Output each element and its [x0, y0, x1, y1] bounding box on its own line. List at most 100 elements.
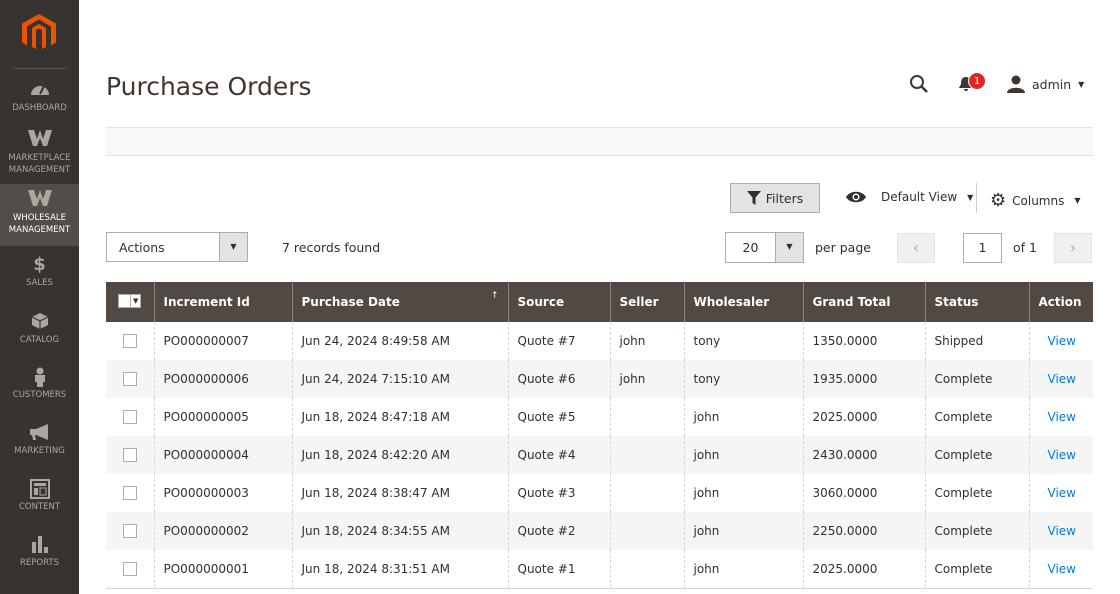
column-header-status[interactable]: Status: [924, 282, 1029, 322]
row-checkbox[interactable]: [122, 486, 137, 501]
cell-value: PO000000006: [163, 372, 249, 386]
cell-seller: john: [609, 322, 684, 360]
view-link[interactable]: View: [1047, 334, 1076, 348]
columns-button[interactable]: ⚙ Columns ▼: [990, 190, 1081, 211]
megaphone-icon: [0, 423, 79, 443]
user-menu[interactable]: admin ▼: [1007, 75, 1084, 93]
sidebar-item-dashboard[interactable]: DASHBOARD: [0, 80, 79, 114]
cell-action: View: [1028, 436, 1093, 474]
cell-seller: [609, 550, 684, 588]
column-header-increment-id[interactable]: Increment Id: [153, 282, 292, 322]
cell-value: Complete: [934, 410, 993, 424]
column-header-wholesaler[interactable]: Wholesaler: [683, 282, 803, 322]
column-header-label: Seller: [619, 295, 659, 309]
sidebar-item-marketing[interactable]: MARKETING: [0, 423, 79, 457]
cell-increment-id: PO000000002: [153, 512, 292, 550]
cell-purchase-date: Jun 18, 2024 8:38:47 AM: [291, 474, 508, 512]
sidebar-item-label: CUSTOMERS: [12, 390, 67, 400]
search-icon[interactable]: [909, 74, 929, 97]
gear-icon: ⚙: [990, 190, 1007, 211]
magento-logo[interactable]: [22, 14, 56, 55]
mass-select-checkbox[interactable]: ▼: [106, 282, 154, 322]
notifications-button[interactable]: 1: [958, 72, 986, 96]
cell-value: Complete: [934, 486, 993, 500]
sidebar-item-label: MARKETPLACE MANAGEMENT: [8, 153, 71, 175]
cell-value: john: [693, 448, 720, 462]
filters-label: Filters: [765, 190, 804, 206]
sidebar-item-marketplace-management[interactable]: MARKETPLACE MANAGEMENT: [0, 130, 79, 176]
sidebar-item-catalog[interactable]: CATALOG: [0, 312, 79, 346]
row-checkbox[interactable]: [122, 334, 137, 349]
cell-source: Quote #2: [507, 512, 610, 550]
sidebar-item-sales[interactable]: $ SALES: [0, 255, 79, 289]
table-row: PO000000001 Jun 18, 2024 8:31:51 AM Quote …: [106, 550, 1093, 588]
sidebar-item-customers[interactable]: CUSTOMERS: [0, 367, 79, 401]
per-page-value: 20: [742, 240, 759, 255]
per-page-select[interactable]: 20 ▼: [725, 232, 804, 263]
w-icon: [0, 190, 79, 210]
cell-wholesaler: john: [683, 398, 803, 436]
cell-value: 2025.0000: [812, 410, 878, 424]
column-header-label: Increment Id: [163, 295, 250, 309]
cell-value: Jun 18, 2024 8:34:55 AM: [301, 524, 450, 538]
sidebar-item-label: REPORTS: [20, 558, 59, 568]
cell-value: tony: [693, 334, 721, 348]
view-link[interactable]: View: [1047, 448, 1076, 462]
cell-source: Quote #3: [507, 474, 610, 512]
cell-value: Shipped: [934, 334, 984, 348]
cell-value: PO000000005: [163, 410, 249, 424]
column-header-label: Source: [517, 295, 565, 309]
row-checkbox[interactable]: [122, 410, 137, 425]
cell-increment-id: PO000000004: [153, 436, 292, 474]
filters-button[interactable]: Filters: [730, 183, 820, 213]
view-link[interactable]: View: [1047, 524, 1076, 538]
sidebar-item-label: CONTENT: [18, 502, 61, 512]
sidebar: DASHBOARD MARKETPLACE MANAGEMENT WHOLESALE…: [0, 0, 79, 594]
column-header-label: Wholesaler: [693, 295, 770, 309]
cell-value: Jun 24, 2024 7:15:10 AM: [301, 372, 450, 386]
cell-wholesaler: john: [683, 474, 803, 512]
previous-page-button[interactable]: ‹: [897, 233, 935, 263]
actions-label: Actions: [119, 240, 165, 255]
row-checkbox-cell: [106, 550, 154, 588]
table-row: PO000000003 Jun 18, 2024 8:38:47 AM Quote …: [106, 474, 1093, 512]
view-label: Default View: [881, 190, 958, 204]
row-checkbox[interactable]: [122, 524, 137, 539]
table-row: PO000000006 Jun 24, 2024 7:15:10 AM Quote …: [106, 360, 1093, 398]
page-input[interactable]: 1: [963, 233, 1002, 263]
column-header-purchase-date[interactable]: Purchase Date ↑: [291, 282, 508, 322]
row-checkbox[interactable]: [122, 372, 137, 387]
purchase-orders-grid: ▼ Increment Id Purchase Date ↑ Source Seller…: [106, 282, 1093, 589]
column-header-seller[interactable]: Seller: [609, 282, 684, 322]
cell-status: Complete: [924, 360, 1029, 398]
sidebar-item-reports[interactable]: REPORTS: [0, 535, 79, 569]
next-page-button[interactable]: ›: [1054, 233, 1092, 263]
view-link[interactable]: View: [1047, 561, 1076, 576]
row-checkbox[interactable]: [122, 562, 137, 576]
divider: [13, 68, 67, 69]
sidebar-item-content[interactable]: CONTENT: [0, 479, 79, 513]
actions-dropdown[interactable]: Actions ▼: [106, 232, 248, 262]
sidebar-item-wholesale-management[interactable]: WHOLESALE MANAGEMENT: [0, 184, 79, 246]
filter-icon: [746, 191, 761, 205]
chevron-down-icon: ▼: [219, 233, 247, 261]
cell-increment-id: PO000000006: [153, 360, 292, 398]
cell-status: Complete: [924, 550, 1029, 588]
cell-value: PO000000001: [163, 561, 249, 576]
cell-value: PO000000007: [163, 334, 249, 348]
chevron-down-icon: ▼: [967, 192, 974, 202]
page-total: of 1: [1013, 240, 1037, 255]
column-header-source[interactable]: Source: [507, 282, 610, 322]
sidebar-item-label: SALES: [26, 278, 53, 288]
row-checkbox[interactable]: [122, 448, 137, 463]
view-link[interactable]: View: [1047, 410, 1076, 424]
column-header-action[interactable]: Action: [1028, 282, 1093, 322]
view-selector[interactable]: Default View ▼: [845, 190, 973, 204]
sort-arrow-icon: ↑: [490, 291, 499, 301]
cell-value: PO000000004: [163, 448, 249, 462]
cell-status: Shipped: [924, 322, 1029, 360]
column-header-grand-total[interactable]: Grand Total: [802, 282, 925, 322]
view-link[interactable]: View: [1047, 486, 1076, 500]
view-link[interactable]: View: [1047, 372, 1076, 386]
cell-status: Complete: [924, 474, 1029, 512]
